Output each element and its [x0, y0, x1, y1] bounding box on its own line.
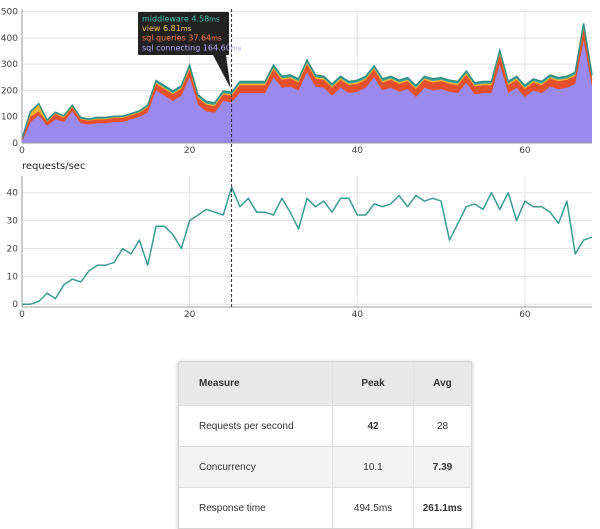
tooltip-value: 4.58 [191, 15, 209, 24]
tooltip-line: sql queries 37.64ms [142, 34, 222, 43]
avg-cell: 261.1ms [413, 487, 471, 528]
y-tick-label: 20 [7, 244, 19, 254]
area-top-edge [21, 23, 593, 140]
peak-cell: 42 [332, 405, 414, 447]
x-tick-label: 0 [19, 146, 25, 156]
response-time-chart: 0 100 200 300 400 500 0 20 40 60 [1, 8, 593, 156]
requests-chart: 0 10 20 30 40 0 20 40 60 [7, 176, 593, 320]
tooltip-series-label: sql connecting [142, 43, 200, 52]
requests-series-line [22, 186, 593, 305]
y-tick-label: 300 [1, 60, 18, 70]
tooltip-unit: ms [209, 16, 220, 24]
x-tick-label: 60 [519, 146, 531, 156]
x-tick-label: 20 [184, 146, 196, 156]
tooltip-box [138, 12, 229, 55]
peak-cell: 494.5ms [332, 487, 414, 528]
tooltip-value: 164.60 [203, 43, 231, 52]
tooltip-line: sql connecting 164.60ms [142, 43, 242, 52]
summary-header-row: Measure Peak Avg [179, 362, 471, 406]
avg-cell: 7.39 [413, 446, 471, 488]
tooltip-unit: ms [211, 35, 222, 43]
tooltip-series-label: middleware [142, 15, 189, 24]
requests-axes [21, 176, 592, 308]
y-tick-label: 10 [7, 272, 19, 282]
tooltip-pointer [213, 55, 231, 89]
peak-cell: 10.1 [332, 446, 414, 488]
measure-cell: Concurrency [179, 446, 333, 488]
y-tick-label: 40 [7, 189, 19, 199]
y-tick-label: 500 [1, 8, 18, 18]
area-sql-connecting [22, 40, 592, 143]
requests-line [22, 186, 593, 305]
y-tick-label: 0 [12, 139, 18, 149]
requests-grid: 0 10 20 30 40 0 20 40 60 [7, 176, 592, 320]
table-row: Concurrency 10.1 7.39 [179, 446, 471, 488]
tooltip-line: middleware 4.58ms [142, 15, 220, 24]
x-tick-label: 0 [19, 310, 25, 320]
requests-chart-title: requests/sec [22, 161, 85, 172]
y-tick-label: 30 [7, 217, 19, 227]
tooltip-value: 6.81 [163, 24, 181, 33]
tooltip-unit: ms [231, 44, 242, 52]
tooltip-line: view 6.81ms [142, 24, 192, 33]
header-measure: Measure [179, 362, 333, 406]
tooltip-unit: ms [181, 25, 192, 33]
summary-table: Measure Peak Avg Requests per second 42 … [178, 361, 472, 529]
measure-cell: Response time [179, 487, 333, 528]
tooltip-series-label: sql queries [142, 34, 186, 43]
response-time-axes [21, 9, 592, 144]
avg-cell: 28 [413, 405, 471, 447]
table-row: Requests per second 42 28 [179, 405, 471, 447]
y-tick-label: 0 [12, 300, 18, 310]
response-time-areas [21, 23, 593, 144]
y-tick-label: 200 [1, 86, 18, 96]
table-row: Response time 494.5ms 261.1ms [179, 487, 471, 528]
measure-cell: Requests per second [179, 405, 333, 447]
header-avg: Avg [413, 362, 471, 406]
x-tick-label: 20 [184, 310, 196, 320]
x-tick-label: 60 [519, 310, 531, 320]
tooltip-series-label: view [142, 24, 161, 33]
x-tick-label: 40 [352, 310, 364, 320]
x-tick-label: 40 [352, 146, 364, 156]
y-tick-label: 100 [1, 113, 18, 123]
y-tick-label: 400 [1, 34, 18, 44]
header-peak: Peak [332, 362, 414, 406]
tooltip-value: 37.64 [188, 34, 211, 43]
